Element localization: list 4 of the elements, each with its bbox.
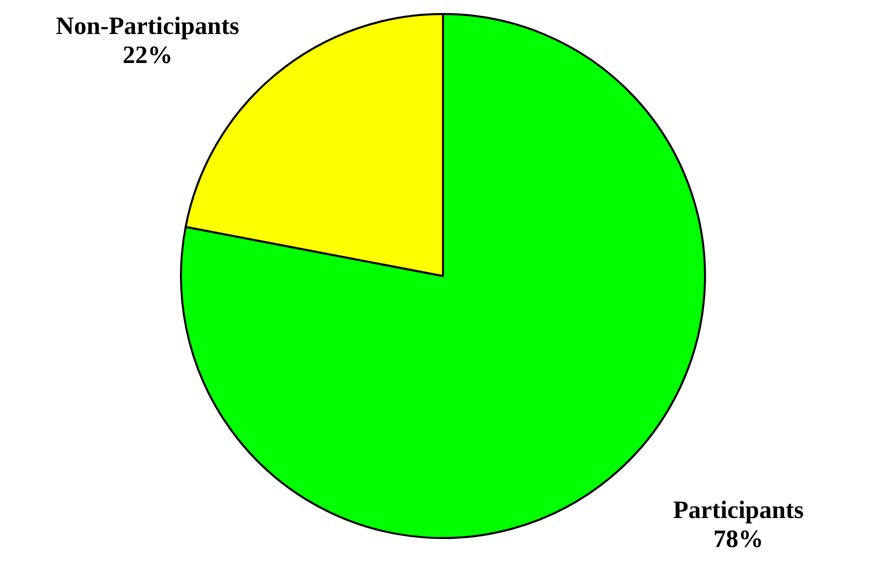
data-label: 78% [713,526,764,554]
slice-label: Participants [673,497,804,524]
slice-label: Non-Participants [56,12,240,40]
data-label: 22% [122,42,173,69]
